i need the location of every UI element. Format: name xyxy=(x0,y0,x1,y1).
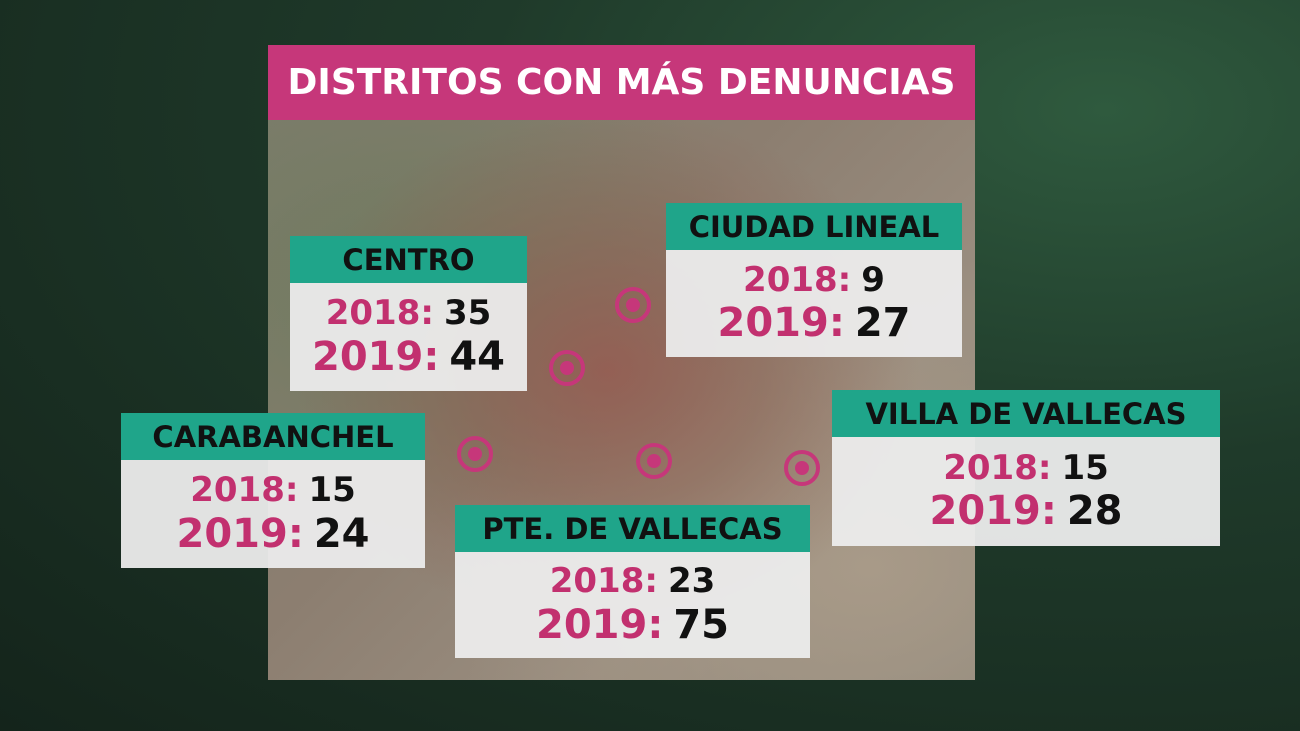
district-body: 2018: 9 2019: 27 xyxy=(666,250,962,357)
district-body: 2018: 23 2019: 75 xyxy=(455,552,810,658)
district-body: 2018: 35 2019: 44 xyxy=(290,283,527,391)
year-label: 2019: xyxy=(176,510,304,557)
district-name: CIUDAD LINEAL xyxy=(666,203,962,250)
year-label: 2019: xyxy=(929,488,1057,535)
count: 35 xyxy=(443,293,492,334)
map-pin xyxy=(615,287,651,323)
district-body: 2018: 15 2019: 28 xyxy=(832,437,1220,546)
count: 15 xyxy=(1061,447,1109,488)
stat-row: 2019: 28 xyxy=(930,488,1123,534)
count: 23 xyxy=(667,561,716,602)
stat-row: 2018: 35 xyxy=(326,294,492,333)
year-label: 2018: xyxy=(190,470,299,511)
title: DISTRITOS CON MÁS DENUNCIAS xyxy=(268,45,975,120)
stat-row: 2018: 9 xyxy=(743,259,885,300)
count: 44 xyxy=(449,333,505,380)
count: 15 xyxy=(308,470,356,511)
district-box: VILLA DE VALLECAS 2018: 15 2019: 28 xyxy=(832,390,1220,546)
count: 27 xyxy=(854,300,911,347)
district-name: PTE. DE VALLECAS xyxy=(455,505,810,552)
district-name: CARABANCHEL xyxy=(121,413,425,460)
district-body: 2018: 15 2019: 24 xyxy=(121,460,425,568)
stat-row: 2018: 15 xyxy=(943,447,1109,488)
stat-row: 2019: 27 xyxy=(718,300,911,346)
year-label: 2018: xyxy=(743,259,852,300)
district-name: VILLA DE VALLECAS xyxy=(832,390,1220,437)
count: 75 xyxy=(673,601,729,648)
year-label: 2018: xyxy=(325,293,434,334)
stat-row: 2019: 75 xyxy=(536,602,729,648)
district-box: PTE. DE VALLECAS 2018: 23 2019: 75 xyxy=(455,505,810,658)
map-pin xyxy=(457,436,493,472)
stat-row: 2019: 44 xyxy=(312,334,505,380)
year-label: 2018: xyxy=(943,447,1052,488)
count: 9 xyxy=(861,259,885,300)
stat-row: 2019: 24 xyxy=(177,511,370,557)
district-box: CENTRO 2018: 35 2019: 44 xyxy=(290,236,527,391)
district-box: CARABANCHEL 2018: 15 2019: 24 xyxy=(121,413,425,568)
district-name: CENTRO xyxy=(290,236,527,283)
year-label: 2019: xyxy=(536,601,664,648)
count: 24 xyxy=(313,510,370,557)
year-label: 2019: xyxy=(312,333,440,380)
count: 28 xyxy=(1066,488,1123,535)
year-label: 2018: xyxy=(549,561,658,602)
stat-row: 2018: 15 xyxy=(190,471,356,510)
map-pin xyxy=(549,350,585,386)
stat-row: 2018: 23 xyxy=(550,562,716,601)
district-box: CIUDAD LINEAL 2018: 9 2019: 27 xyxy=(666,203,962,357)
map-pin xyxy=(636,443,672,479)
map-pin xyxy=(784,450,820,486)
year-label: 2019: xyxy=(717,300,845,347)
